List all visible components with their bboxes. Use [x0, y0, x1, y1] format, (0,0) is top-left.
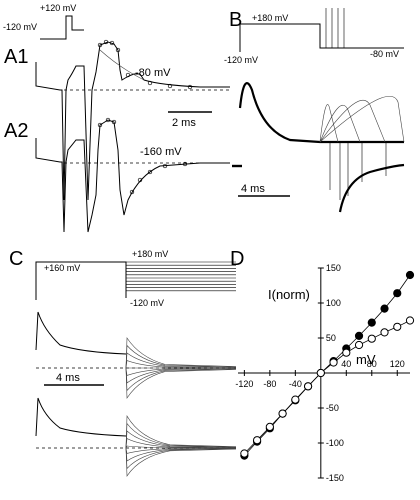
filled-data-point [405, 270, 415, 280]
panel-label-a2: A2 [4, 120, 28, 142]
panel-c-upper-tail-trace [125, 367, 237, 399]
data-series [240, 270, 415, 460]
open-data-point [240, 449, 249, 458]
open-data-point [291, 395, 300, 404]
panel-b-protocol-tail-label: -80 mV [370, 49, 399, 59]
panel-label-b: B [229, 9, 242, 31]
y-tick-label: 150 [326, 263, 341, 273]
y-tick-label: -150 [326, 473, 344, 483]
panel-c-protocol-low-label: -120 mV [130, 298, 164, 308]
open-data-point [316, 368, 325, 378]
open-data-point [265, 422, 274, 431]
panel-c-upper-tail-trace [125, 352, 237, 369]
open-data-point [278, 409, 287, 418]
panel-b: B +180 mV -120 mV -80 mV 4 ms [224, 8, 405, 213]
panel-c-lower-tail-family [125, 414, 237, 477]
panel-c-lower-tail-trace [125, 438, 237, 449]
open-data-point [253, 436, 262, 445]
panel-c-lower-tail-trace [125, 447, 237, 462]
x-tick-label: -120 [235, 379, 253, 389]
y-tick-label: 50 [326, 333, 336, 343]
panel-b-inward-trace [338, 163, 405, 213]
panel-c-upper-tail-trace [125, 367, 237, 376]
x-tick-label: 80 [367, 359, 377, 369]
panel-d: D I(norm) mV -120 -80 -40 40 80 120 150 100 50 -5… [230, 248, 415, 483]
panel-a: A1 A2 +120 mV -120 mV -80 mV 2 ms [3, 3, 230, 233]
filled-data-point [367, 318, 376, 327]
open-data-point [380, 328, 389, 337]
panel-b-tail-edges [329, 142, 387, 200]
panel-c-upper-tail-trace [125, 344, 237, 369]
x-tick-label: 40 [341, 359, 351, 369]
panel-a2-current-trace [35, 119, 230, 233]
panel-label-c: C [9, 248, 23, 270]
panel-c-upper-tail-trace [125, 360, 237, 369]
y-axis-label: I(norm) [268, 287, 310, 302]
panel-b-scale-label: 4 ms [241, 183, 265, 195]
panel-b-tail-1 [319, 104, 339, 143]
panel-label-d: D [230, 248, 244, 270]
panel-c-lower-tail-trace [125, 447, 237, 477]
panel-c-protocol-right-label: +180 mV [132, 249, 168, 259]
panel-b-protocol-steps [325, 8, 345, 48]
panel-c-protocol-left-label: +160 mV [44, 263, 80, 273]
panel-b-tail-3 [319, 99, 386, 143]
panel-b-tail-4 [319, 95, 405, 143]
open-data-point [329, 358, 338, 367]
panel-b-main-trace [238, 82, 404, 144]
panel-c-upper-tail-trace [125, 337, 237, 369]
open-data-point [405, 316, 415, 325]
panel-c-lower-tail-trace [125, 414, 237, 449]
panel-c-lower-tail-trace [125, 445, 237, 449]
panel-a-voltage-protocol [40, 15, 84, 40]
y-tick-label: 100 [326, 298, 341, 308]
panel-a-protocol-low-label: -120 mV [3, 22, 37, 32]
open-data-point [393, 322, 402, 331]
panel-a-scale-label: 2 ms [172, 117, 196, 129]
x-tick-label: -80 [263, 379, 276, 389]
panel-c-lower-tail-trace [125, 422, 237, 449]
filled-data-point [380, 304, 389, 313]
panel-c: C +160 mV +180 mV -120 mV 4 ms [9, 248, 237, 477]
y-tick-label: -100 [326, 438, 344, 448]
filled-data-point [393, 289, 402, 298]
panel-c-upper-tail-family [125, 337, 237, 399]
panel-c-lower-trace [35, 397, 127, 437]
panel-c-upper-tail-trace [125, 367, 237, 384]
x-axis-label: mV [356, 352, 376, 367]
x-tick-label: 120 [390, 359, 405, 369]
panel-c-protocol-steps [126, 261, 236, 292]
open-data-point [354, 340, 364, 350]
panel-a2-fit-markers [97, 117, 188, 195]
panel-b-voltage-protocol [239, 23, 404, 52]
panel-a1-current-trace [35, 41, 230, 201]
panel-b-protocol-high-label: +180 mV [252, 13, 288, 23]
axis-ticks: -120 -80 -40 40 80 120 150 100 50 -50 -100 -150 [235, 263, 404, 483]
panel-a1-voltage-label: -80 mV [135, 67, 171, 79]
panel-label-a1: A1 [4, 46, 28, 68]
panel-c-lower-tail-trace [125, 447, 237, 454]
panel-c-upper-trace [35, 311, 127, 355]
panel-a1-fit-markers [97, 39, 193, 90]
panel-c-lower-tail-trace [125, 430, 237, 449]
open-data-point [303, 382, 313, 391]
panel-a2-voltage-label: -160 mV [140, 146, 182, 158]
open-data-point [342, 348, 351, 357]
panel-c-lower-tail-trace [125, 447, 237, 470]
panel-a1-fit-curve [99, 49, 145, 81]
panel-a-protocol-high-label: +120 mV [40, 3, 76, 13]
panel-c-voltage-protocol [35, 261, 127, 300]
y-tick-label: -50 [326, 403, 339, 413]
open-data-point [367, 334, 376, 343]
panel-c-scale-label: 4 ms [56, 372, 80, 384]
panel-b-tail-2 [319, 104, 361, 143]
x-tick-label: -40 [289, 379, 302, 389]
panel-b-protocol-low-label: -120 mV [224, 55, 258, 65]
filled-data-point [354, 331, 364, 340]
